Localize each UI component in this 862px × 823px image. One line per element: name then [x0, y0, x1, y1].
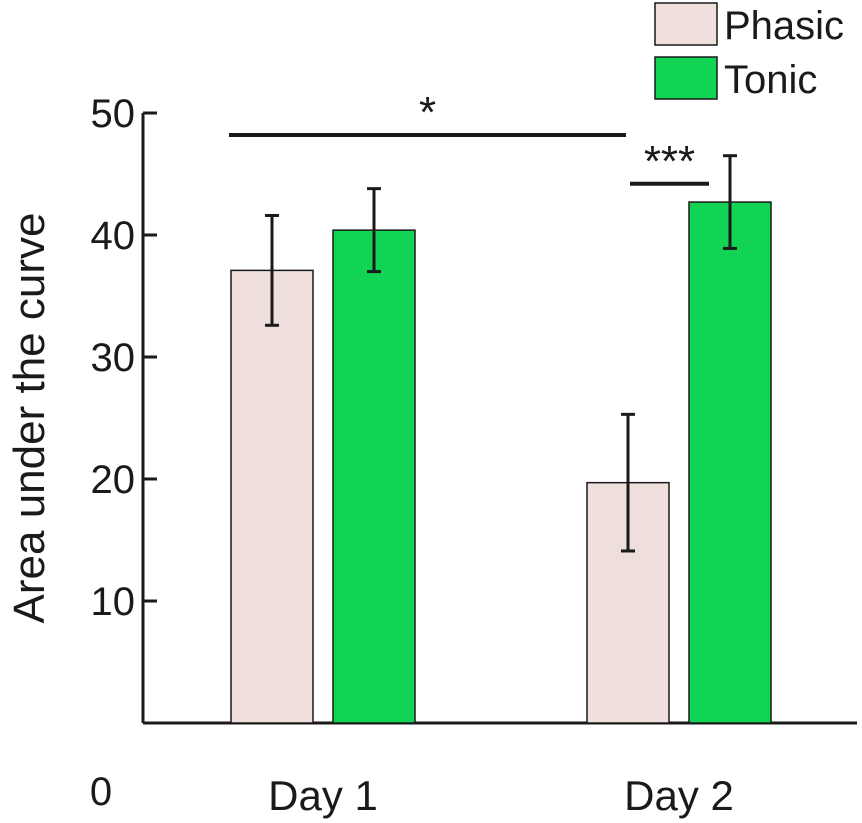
- legend-label: Tonic: [724, 58, 817, 102]
- y-tick-label: 30: [91, 336, 136, 380]
- category-labels: Day 1 Day 2: [268, 772, 734, 819]
- error-bars: [265, 154, 737, 553]
- category-label: Day 2: [624, 772, 734, 819]
- significance-label: *: [419, 88, 436, 137]
- y-tick-label: 10: [91, 580, 136, 624]
- y-tick-label: 20: [91, 458, 136, 502]
- bar-phasic-day-1: [230, 269, 314, 724]
- legend-swatch: [654, 2, 718, 46]
- legend-label: Phasic: [724, 4, 844, 48]
- y-zero-label: 0: [90, 770, 112, 814]
- significance-annotations: ****: [229, 88, 709, 186]
- category-label: Day 1: [268, 772, 378, 819]
- y-tick-label: 50: [91, 92, 136, 136]
- legend: Phasic Tonic: [654, 2, 844, 102]
- y-axis-label: Area under the curve: [5, 213, 54, 624]
- y-ticks: 10 20 30 40 50: [91, 92, 157, 624]
- bars: [230, 201, 772, 724]
- bar-tonic-day-2: [688, 201, 772, 724]
- y-tick-label: 40: [91, 214, 136, 258]
- bar-tonic-day-1: [332, 229, 416, 724]
- legend-swatch: [654, 56, 718, 100]
- significance-label: ***: [644, 137, 695, 186]
